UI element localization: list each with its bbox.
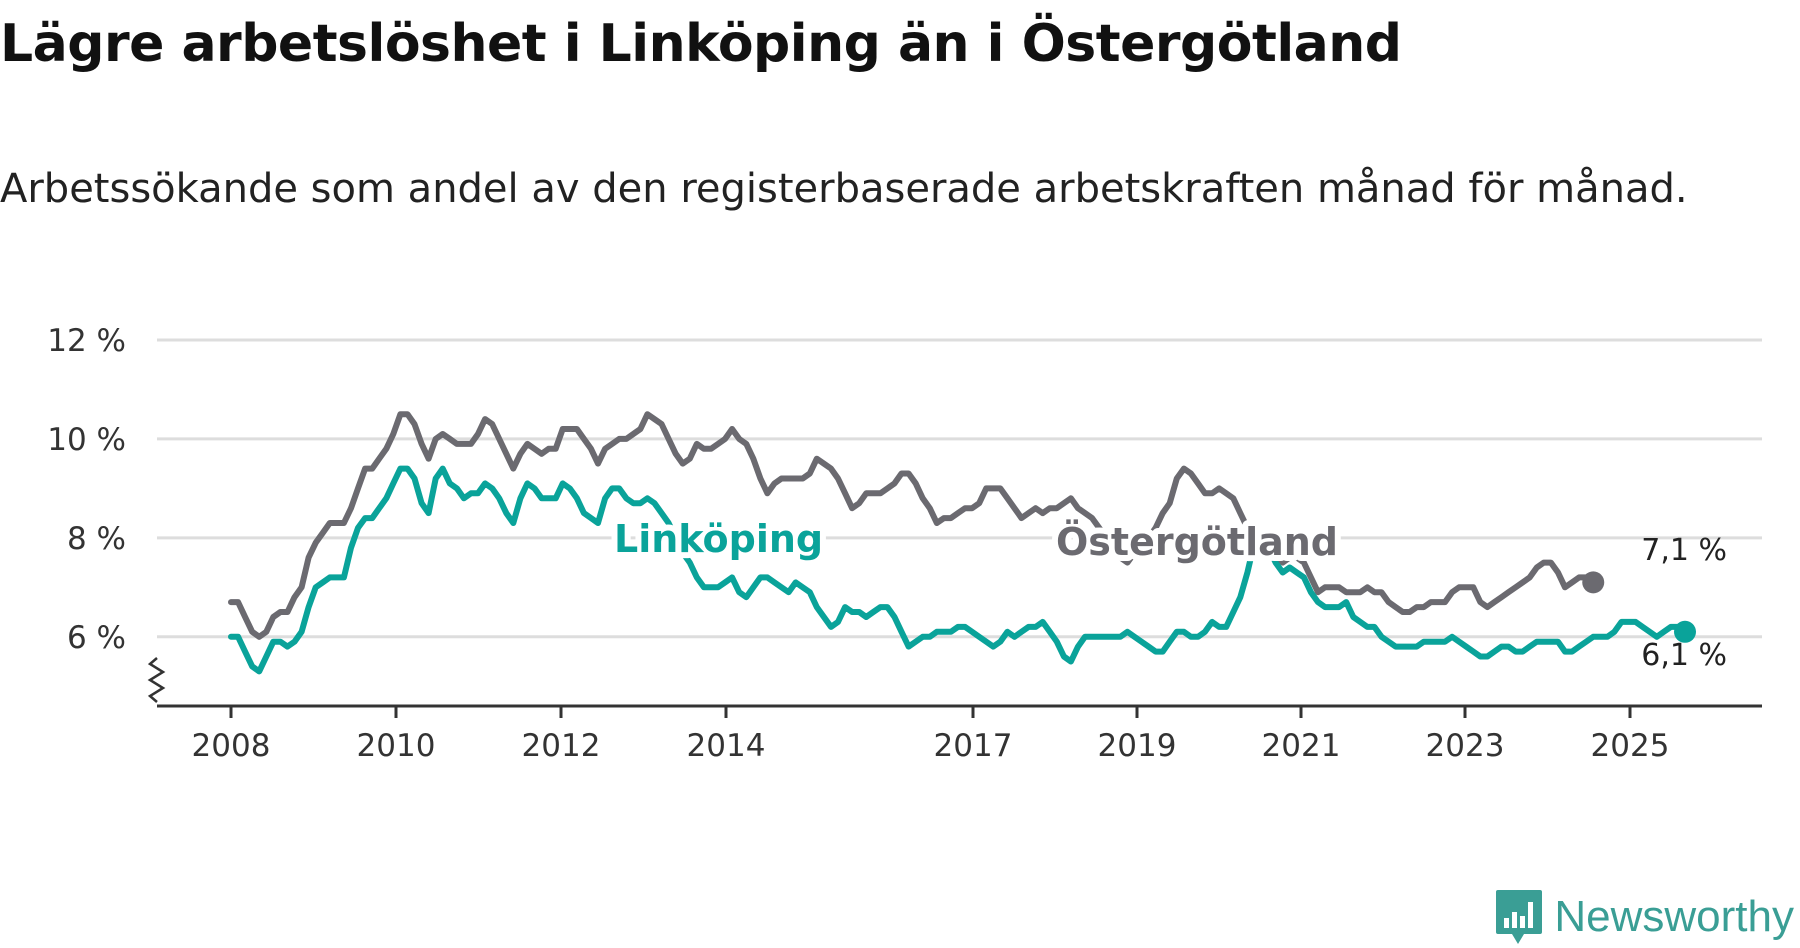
chart-subtitle: Arbetssökande som andel av den registerb… xyxy=(0,166,1688,212)
series-label-linkoping: Linköping xyxy=(614,517,823,561)
y-tick-label: 10 % xyxy=(47,422,126,458)
axes: 2008 2010 2012 2014 2017 2019 2021 2023 2025 xyxy=(147,657,1762,764)
x-tick-label: 2012 xyxy=(522,728,601,764)
x-tick-label: 2017 xyxy=(934,728,1013,764)
series-label-linkoping-halo: Linköping xyxy=(614,517,823,561)
end-point xyxy=(1674,620,1696,643)
end-point xyxy=(1582,571,1605,594)
x-tick-label: 2010 xyxy=(357,728,436,764)
x-tick-label: 2008 xyxy=(192,728,271,764)
x-tick-label: 2025 xyxy=(1591,728,1670,764)
axis-break-icon xyxy=(147,657,166,703)
gridlines xyxy=(157,338,1762,639)
end-label-ostergotland: 7,1 % xyxy=(1641,533,1727,568)
x-tick-label: 2023 xyxy=(1426,728,1505,764)
y-axis-ticks: 6 % 8 % 10 % 12 % xyxy=(47,323,126,656)
y-tick-label: 12 % xyxy=(47,323,126,359)
y-tick-label: 6 % xyxy=(67,620,126,656)
end-label-linkoping: 6,1 % xyxy=(1641,638,1727,673)
chart-title: Lägre arbetslöshet i Linköping än i Öste… xyxy=(0,14,1402,74)
series-lines xyxy=(228,411,1696,675)
series-label-ostergotland-halo: Östergötland xyxy=(1056,520,1338,564)
y-tick-label: 8 % xyxy=(67,521,126,557)
x-tick-label: 2014 xyxy=(687,728,766,764)
x-tick-label: 2019 xyxy=(1098,728,1177,764)
series-line-ostergotland xyxy=(228,411,1597,640)
brand-name: Newsworthy xyxy=(1554,892,1794,941)
newsworthy-logo-icon xyxy=(1496,890,1543,944)
series-line-linkoping xyxy=(228,465,1688,675)
series-label-ostergotland: Östergötland xyxy=(1056,520,1338,564)
x-tick-label: 2021 xyxy=(1262,728,1341,764)
brand-logo: Newsworthy xyxy=(1494,888,1794,946)
